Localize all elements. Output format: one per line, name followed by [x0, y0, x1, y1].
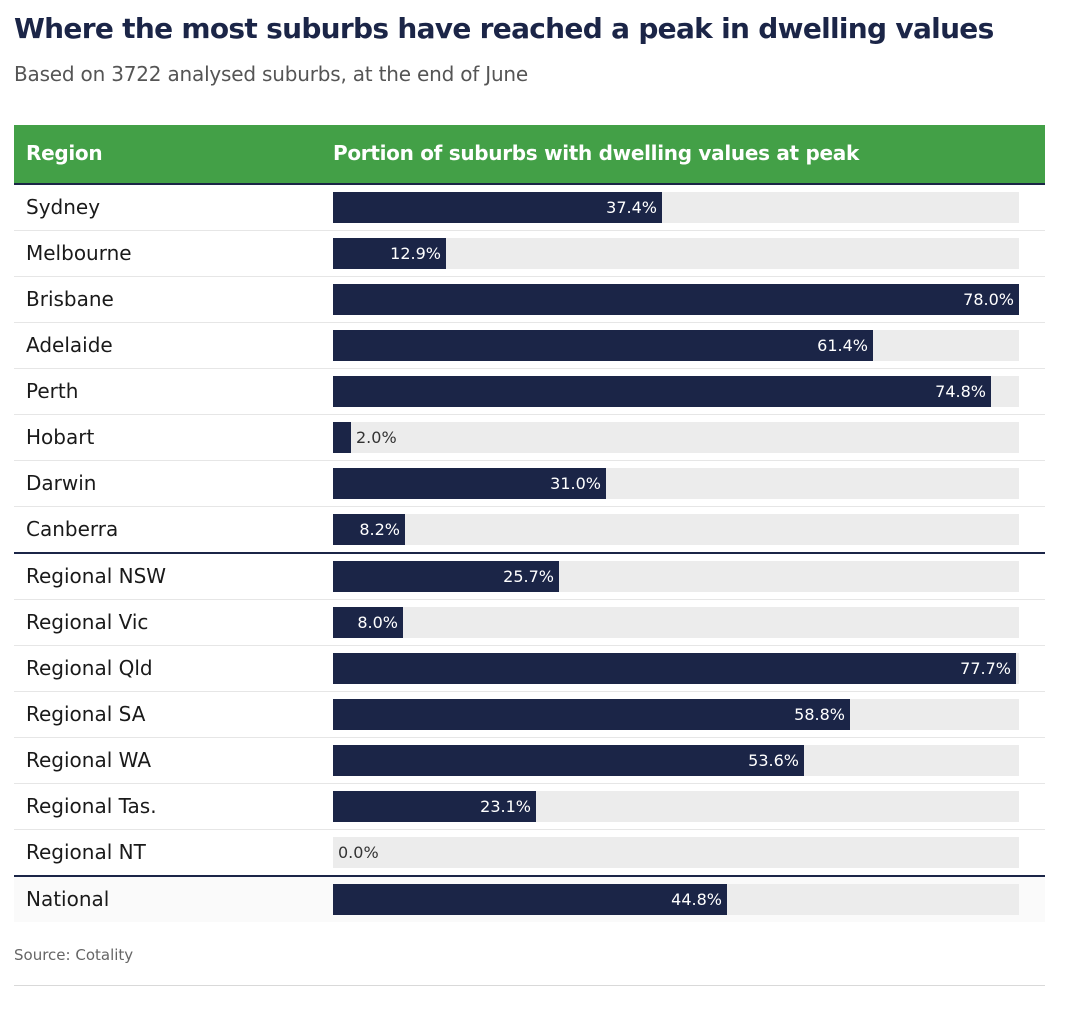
table-row: Hobart 2.0%: [14, 415, 1045, 461]
bar: [333, 238, 446, 269]
region-column-header: Region: [26, 141, 103, 165]
bar-track: 44.8%: [333, 884, 1019, 915]
bar-track: 8.2%: [333, 514, 1019, 545]
bar: [333, 468, 606, 499]
region-label: Regional NT: [26, 840, 146, 864]
region-label: Brisbane: [26, 287, 114, 311]
bar: [333, 514, 405, 545]
bar-table: Region Portion of suburbs with dwelling …: [14, 125, 1045, 922]
bar-track: 31.0%: [333, 468, 1019, 499]
bar-value-label: 53.6%: [748, 751, 799, 770]
region-label: Melbourne: [26, 241, 132, 265]
bar: [333, 884, 727, 915]
table-row: Regional Tas. 23.1%: [14, 784, 1045, 830]
region-label: Regional NSW: [26, 564, 167, 588]
bar-value-label: 23.1%: [480, 797, 531, 816]
bar-value-label: 8.2%: [359, 520, 400, 539]
bar-value-label: 74.8%: [935, 382, 986, 401]
region-label: Canberra: [26, 517, 119, 541]
chart-title: Where the most suburbs have reached a pe…: [14, 12, 994, 45]
bar-value-label: 12.9%: [390, 244, 441, 263]
bar-track: 23.1%: [333, 791, 1019, 822]
table-row: Canberra 8.2%: [14, 507, 1045, 554]
portion-column-header: Portion of suburbs with dwelling values …: [333, 141, 859, 165]
table-body: Sydney 37.4% Melbourne 12.9% Brisbane 78.0% Ad…: [14, 185, 1045, 922]
bar-track: 53.6%: [333, 745, 1019, 776]
table-row: Adelaide 61.4%: [14, 323, 1045, 369]
bar: [333, 607, 403, 638]
region-label: Sydney: [26, 195, 101, 219]
bar-track: 61.4%: [333, 330, 1019, 361]
bar-track: 77.7%: [333, 653, 1019, 684]
bar-value-label: 77.7%: [960, 659, 1011, 678]
bar: [333, 192, 662, 223]
bar-value-label: 58.8%: [794, 705, 845, 724]
bar-track: 58.8%: [333, 699, 1019, 730]
bar-value-label: 8.0%: [357, 613, 398, 632]
bar: [333, 653, 1016, 684]
table-row: Regional Qld 77.7%: [14, 646, 1045, 692]
region-label: National: [26, 887, 110, 911]
bar: [333, 330, 873, 361]
bar-value-label: 37.4%: [606, 198, 657, 217]
table-row: National 44.8%: [14, 877, 1045, 922]
bar-value-label: 31.0%: [550, 474, 601, 493]
region-label: Regional Vic: [26, 610, 149, 634]
bar: [333, 284, 1019, 315]
bar-track: 8.0%: [333, 607, 1019, 638]
bar: [333, 791, 536, 822]
bar-track: 0.0%: [333, 837, 1019, 868]
bar: [333, 561, 559, 592]
table-row: Sydney 37.4%: [14, 185, 1045, 231]
bar-value-label: 61.4%: [817, 336, 868, 355]
region-label: Adelaide: [26, 333, 113, 357]
chart-subtitle: Based on 3722 analysed suburbs, at the e…: [14, 62, 529, 86]
bar: [333, 745, 804, 776]
bottom-divider: [14, 985, 1045, 986]
source-note: Source: Cotality: [14, 946, 134, 964]
table-row: Regional Vic 8.0%: [14, 600, 1045, 646]
bar-value-label: 0.0%: [338, 843, 379, 862]
bar-track: 2.0%: [333, 422, 1019, 453]
bar: [333, 699, 850, 730]
bar-value-label: 44.8%: [671, 890, 722, 909]
table-header: Region Portion of suburbs with dwelling …: [14, 125, 1045, 185]
bar: [333, 422, 351, 453]
table-row: Regional NT 0.0%: [14, 830, 1045, 877]
bar-track: 78.0%: [333, 284, 1019, 315]
table-row: Regional WA 53.6%: [14, 738, 1045, 784]
region-label: Regional SA: [26, 702, 146, 726]
table-row: Darwin 31.0%: [14, 461, 1045, 507]
table-row: Perth 74.8%: [14, 369, 1045, 415]
bar-value-label: 2.0%: [356, 428, 397, 447]
region-label: Hobart: [26, 425, 95, 449]
region-label: Perth: [26, 379, 79, 403]
region-label: Regional Qld: [26, 656, 153, 680]
bar-track: 37.4%: [333, 192, 1019, 223]
bar-track: 25.7%: [333, 561, 1019, 592]
bar-track: 74.8%: [333, 376, 1019, 407]
region-label: Regional WA: [26, 748, 151, 772]
bar-value-label: 25.7%: [503, 567, 554, 586]
bar: [333, 376, 991, 407]
table-row: Regional NSW 25.7%: [14, 554, 1045, 600]
table-row: Regional SA 58.8%: [14, 692, 1045, 738]
bar-track: 12.9%: [333, 238, 1019, 269]
table-row: Brisbane 78.0%: [14, 277, 1045, 323]
region-label: Regional Tas.: [26, 794, 157, 818]
table-row: Melbourne 12.9%: [14, 231, 1045, 277]
region-label: Darwin: [26, 471, 97, 495]
bar-value-label: 78.0%: [963, 290, 1014, 309]
